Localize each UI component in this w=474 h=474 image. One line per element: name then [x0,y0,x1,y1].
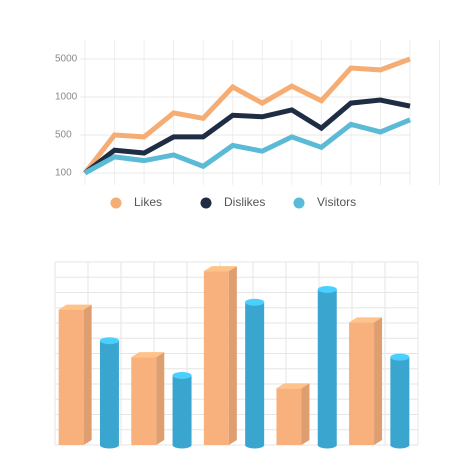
bar [317,289,337,445]
bar-top [58,304,92,310]
bar-top [131,352,165,358]
bar-bottom [172,441,192,449]
bar-top [245,298,265,306]
legend-label: Visitors [317,195,356,209]
bar-top [276,383,310,389]
bar-side [156,352,165,445]
bar [131,357,157,445]
bar-side [83,304,92,445]
line-series [83,97,411,175]
y-tick-label: 1000 [55,92,78,103]
bar-bottom [390,441,410,449]
bar-top [99,337,119,345]
line-series [83,56,411,175]
legend-label: Dislikes [224,195,265,209]
legend-marker [293,197,305,209]
bar [390,357,410,445]
bar [172,375,192,445]
bar-bottom [245,441,265,449]
bar-top [172,371,192,379]
bar-top [390,353,410,361]
bar [276,388,302,445]
legend-marker [110,197,122,209]
legend-label: Likes [134,195,162,209]
bar-top [203,266,237,272]
line-series [83,117,411,176]
y-tick-label: 5000 [55,54,78,65]
bar-side [374,317,383,445]
legend-marker [200,197,212,209]
bar-side [228,266,237,445]
y-tick-label: 100 [55,168,72,179]
bar [58,309,84,445]
bar [203,271,229,445]
y-tick-label: 500 [55,130,72,141]
bar [245,302,265,445]
bar-bottom [99,441,119,449]
bar-top [349,317,383,323]
bar [99,340,119,445]
bar-bottom [317,441,337,449]
bar-top [317,285,337,293]
bar [349,322,375,445]
bar-side [301,383,310,445]
